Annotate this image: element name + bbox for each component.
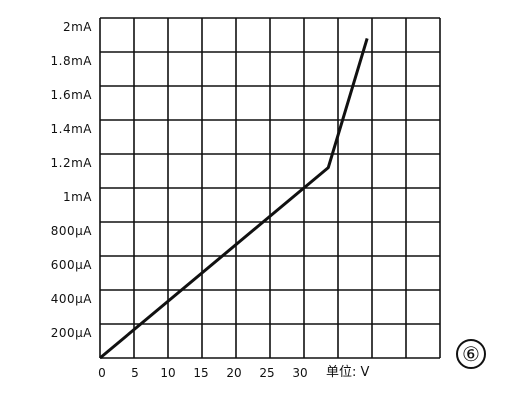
series-line — [99, 37, 369, 360]
y-tick-label: 1.6mA — [50, 88, 92, 102]
y-tick-label: 800μA — [50, 224, 92, 238]
x-tick-label: 0 — [98, 366, 106, 380]
x-tick-label: 30 — [292, 366, 308, 380]
y-tick-label: 1.8mA — [50, 54, 92, 68]
figure-number-badge: ⑥ — [456, 339, 486, 369]
y-tick-label: 1.4mA — [50, 122, 92, 136]
x-tick-label: 10 — [160, 366, 176, 380]
x-tick-label: 15 — [193, 366, 209, 380]
x-tick-label: 25 — [259, 366, 275, 380]
y-tick-label: 2mA — [62, 20, 92, 34]
x-axis-unit-label: 单位: V — [326, 365, 370, 380]
y-tick-label: 1.2mA — [50, 156, 92, 170]
y-tick-label: 400μA — [50, 292, 92, 306]
y-tick-label: 200μA — [50, 326, 92, 340]
x-tick-label: 20 — [226, 366, 242, 380]
y-tick-label: 600μA — [50, 258, 92, 272]
y-tick-label: 1mA — [62, 190, 92, 204]
x-tick-label: 5 — [131, 366, 139, 380]
